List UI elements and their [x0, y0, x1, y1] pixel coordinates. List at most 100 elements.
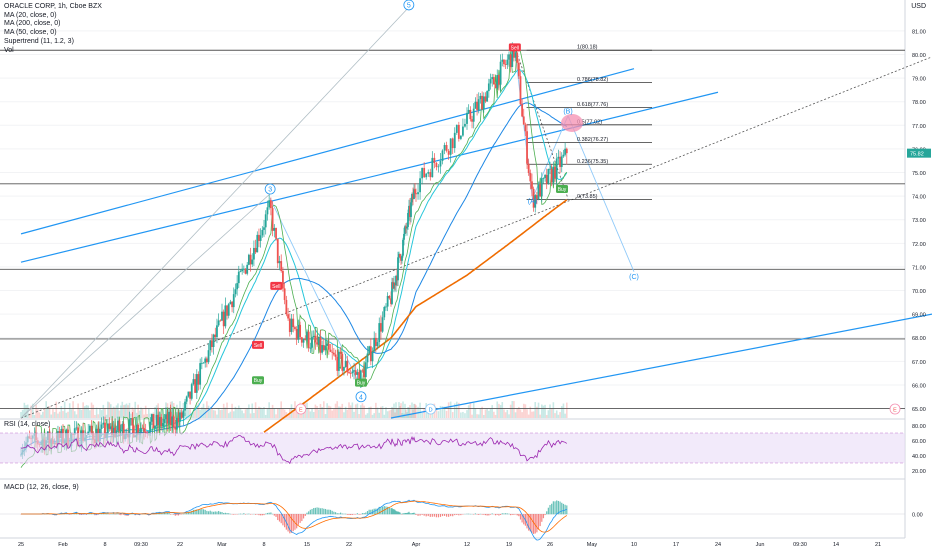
volume-bar — [333, 409, 335, 418]
volume-bar — [232, 411, 235, 418]
volume-bar — [278, 408, 281, 418]
legend-ma200[interactable]: MA (200, close, 0) — [4, 20, 61, 28]
volume-bar — [227, 413, 230, 418]
candle-body — [163, 419, 166, 424]
candle-body — [427, 172, 430, 174]
macd-histogram-bar — [345, 513, 347, 515]
candle-body — [331, 351, 334, 353]
volume-bar — [348, 402, 350, 418]
candle-body — [472, 108, 475, 122]
macd-histogram-bar — [486, 514, 488, 516]
candle-body — [294, 327, 296, 329]
volume-bar — [244, 409, 247, 418]
macd-histogram-bar — [474, 513, 476, 515]
volume-bar — [187, 409, 190, 418]
macd-histogram-bar — [184, 513, 186, 515]
candle-body — [222, 311, 225, 327]
candle-body — [491, 77, 494, 80]
fib-level-label: 0.786(78.82) — [577, 77, 608, 83]
volume-bar — [339, 406, 342, 418]
time-tick: 8 — [103, 542, 106, 548]
volume-bar — [550, 408, 553, 418]
candle-body — [499, 61, 502, 85]
volume-bar — [370, 406, 372, 418]
macd-histogram-bar — [211, 511, 213, 515]
volume-bar — [219, 410, 222, 418]
volume-bar — [243, 413, 245, 418]
candle-body — [474, 101, 477, 109]
candle-body — [207, 350, 210, 363]
volume-bar — [138, 410, 141, 418]
volume-bar — [503, 409, 505, 418]
legend-ma50[interactable]: MA (50, close, 0) — [4, 29, 57, 37]
volume-bar — [141, 408, 144, 418]
candle-body — [195, 374, 198, 393]
volume-bar — [224, 407, 227, 418]
volume-bar — [148, 408, 150, 418]
macd-histogram-bar — [392, 509, 394, 515]
volume-bar — [326, 403, 328, 418]
legend-volume[interactable]: Vol — [4, 46, 14, 54]
macd-histogram-bar — [218, 510, 220, 515]
time-tick: May — [587, 542, 598, 548]
candle-body — [144, 431, 147, 433]
volume-bar — [137, 404, 139, 418]
volume-bar — [117, 403, 119, 418]
candle-body — [547, 168, 550, 184]
macd-histogram-bar — [104, 513, 106, 515]
volume-bar — [519, 409, 522, 418]
time-tick: 14 — [833, 542, 839, 548]
volume-bar — [50, 414, 53, 418]
wave-label-circle — [264, 183, 276, 195]
volume-bar — [63, 401, 66, 418]
macd-histogram-bar — [399, 512, 401, 515]
volume-bar — [33, 414, 36, 418]
volume-bar — [534, 402, 537, 418]
candle-body — [321, 345, 324, 353]
macd-label[interactable]: MACD (12, 26, close, 9) — [4, 484, 79, 491]
volume-bar — [292, 411, 295, 418]
macd-histogram-bar — [319, 508, 322, 515]
volume-bar — [477, 414, 480, 418]
volume-bar — [356, 403, 359, 418]
price-tick: 67.00 — [912, 360, 926, 366]
candle-body — [501, 59, 504, 62]
candle-body — [403, 233, 405, 240]
macd-histogram-bar — [304, 514, 306, 516]
candle-body — [398, 253, 400, 258]
volume-bar — [460, 412, 462, 418]
volume-bar — [62, 411, 64, 418]
legend-supertrend[interactable]: Supertrend (11, 1.2, 3) — [4, 37, 74, 45]
volume-bar — [334, 403, 337, 418]
candle-body — [217, 320, 220, 326]
volume-bar — [82, 402, 84, 418]
rsi-label[interactable]: RSI (14, close) — [4, 421, 51, 428]
volume-bar — [388, 410, 391, 418]
time-tick: 24 — [715, 542, 721, 548]
macd-histogram-bar — [556, 500, 558, 515]
macd-histogram-bar — [329, 509, 332, 515]
volume-bar — [102, 404, 105, 418]
legend-ma20[interactable]: MA (20, close, 0) — [4, 11, 57, 19]
candle-body — [282, 270, 284, 289]
volume-bar — [539, 414, 541, 418]
volume-bar — [491, 405, 493, 418]
candle-body — [147, 432, 150, 434]
candle-body — [457, 124, 460, 139]
candle-body — [469, 109, 472, 120]
macd-histogram-bar — [346, 514, 348, 515]
volume-bar — [241, 410, 243, 418]
macd-histogram-bar — [365, 512, 367, 515]
macd-histogram-bar — [508, 513, 510, 515]
candle-body — [353, 370, 355, 372]
volume-bar — [261, 408, 264, 418]
candle-body — [535, 195, 538, 200]
volume-bar — [58, 411, 61, 418]
candle-body — [239, 271, 242, 272]
volume-bar — [48, 406, 51, 418]
macd-histogram-bar — [94, 514, 96, 516]
volume-bar — [404, 403, 406, 418]
macd-histogram-bar — [476, 514, 478, 515]
fib-level-label: 1(80.18) — [577, 45, 598, 51]
